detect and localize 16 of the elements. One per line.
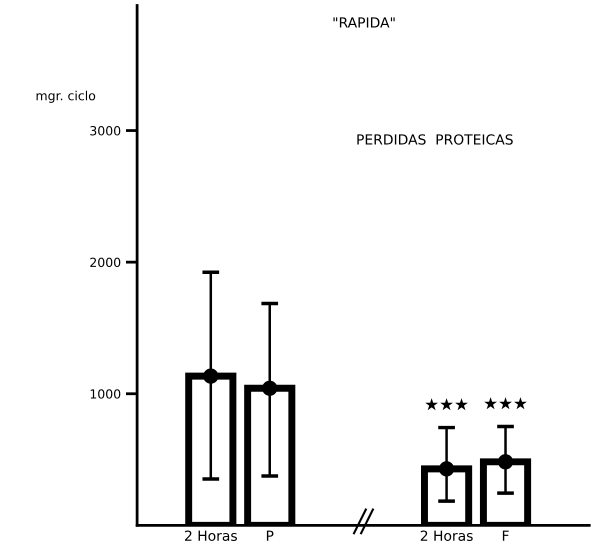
x-tick-label: 2 Horas <box>184 530 237 541</box>
x-tick-label: 2 Horas <box>420 530 473 541</box>
y-tick-label: 1000 <box>90 389 120 399</box>
text: "RAPIDA" <box>333 17 395 28</box>
point <box>203 368 218 384</box>
annotation: ★★★ <box>425 398 468 410</box>
point <box>498 454 514 470</box>
text: PERDIDAS PROTEICAS <box>357 134 513 145</box>
x-tick-label: P <box>266 530 274 541</box>
x-tick-label: F <box>502 530 509 541</box>
point <box>262 380 278 396</box>
annotation: ★★★ <box>484 397 527 410</box>
y-tick-label: 2000 <box>90 258 120 268</box>
y-axis-title: mgr. ciclo <box>36 90 96 103</box>
point <box>438 461 454 477</box>
y-tick-label: 3000 <box>90 126 120 136</box>
